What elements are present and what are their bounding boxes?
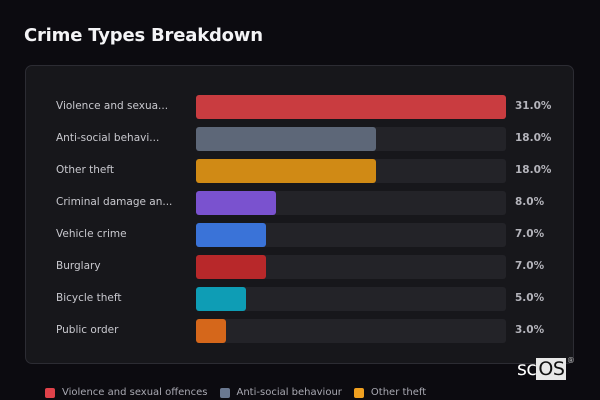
bar[interactable] xyxy=(196,127,376,151)
bar-row: Other theft 18.0% xyxy=(26,159,573,183)
legend-item[interactable]: Anti-social behaviour xyxy=(219,387,342,398)
bar-row: Vehicle crime 7.0% xyxy=(26,223,573,247)
category-label: Vehicle crime xyxy=(56,228,127,240)
legend-item[interactable]: Violence and sexual offences xyxy=(45,387,208,398)
value-label: 18.0% xyxy=(515,164,552,176)
value-label: 7.0% xyxy=(515,260,545,272)
bar[interactable] xyxy=(196,255,266,279)
legend-item[interactable]: Other theft xyxy=(353,387,427,398)
value-label: 18.0% xyxy=(515,132,552,144)
category-label: Anti-social behavi... xyxy=(56,132,160,144)
bar[interactable] xyxy=(196,287,246,311)
value-label: 7.0% xyxy=(515,228,545,240)
category-label: Public order xyxy=(56,324,119,336)
bar-track xyxy=(196,127,506,151)
legend-label: Other theft xyxy=(370,387,427,398)
logo-boxed: OS xyxy=(536,358,567,380)
chart-panel: Violence and sexua... 31.0% Anti-social … xyxy=(25,65,574,364)
value-label: 31.0% xyxy=(515,100,552,112)
bar-row: Public order 3.0% xyxy=(26,319,573,343)
legend-label: Anti-social behaviour xyxy=(236,387,342,398)
category-label: Bicycle theft xyxy=(56,292,122,304)
bar[interactable] xyxy=(196,159,376,183)
bar[interactable] xyxy=(196,191,276,215)
bar-track xyxy=(196,95,506,119)
legend-swatch xyxy=(353,387,364,398)
bar-row: Bicycle theft 5.0% xyxy=(26,287,573,311)
value-label: 8.0% xyxy=(515,196,545,208)
bar-row: Violence and sexua... 31.0% xyxy=(26,95,573,119)
bar-track xyxy=(196,159,506,183)
bar-row: Anti-social behavi... 18.0% xyxy=(26,127,573,151)
bar[interactable] xyxy=(196,95,506,119)
category-label: Criminal damage an... xyxy=(56,196,173,208)
registered-mark: ® xyxy=(566,356,575,365)
watermark-logo: sc OS ® xyxy=(517,356,575,380)
bar-row: Criminal damage an... 8.0% xyxy=(26,191,573,215)
bar-track xyxy=(196,319,506,343)
value-label: 3.0% xyxy=(515,324,545,336)
category-label: Burglary xyxy=(56,260,101,272)
legend-swatch xyxy=(45,387,55,398)
value-label: 5.0% xyxy=(515,292,545,304)
logo-prefix: sc xyxy=(517,358,537,380)
chart-legend: Violence and sexual offences Anti-social… xyxy=(45,387,438,398)
bar-row: Burglary 7.0% xyxy=(26,255,573,279)
category-label: Violence and sexua... xyxy=(56,100,169,112)
bar-track xyxy=(196,191,506,215)
chart-title: Crime Types Breakdown xyxy=(24,25,263,46)
bar-track xyxy=(196,287,506,311)
bar-track xyxy=(196,255,506,279)
bar[interactable] xyxy=(196,223,266,247)
bar-track xyxy=(196,223,506,247)
legend-label: Violence and sexual offences xyxy=(62,387,208,398)
legend-swatch xyxy=(219,387,230,398)
category-label: Other theft xyxy=(56,164,115,176)
bar[interactable] xyxy=(196,319,226,343)
